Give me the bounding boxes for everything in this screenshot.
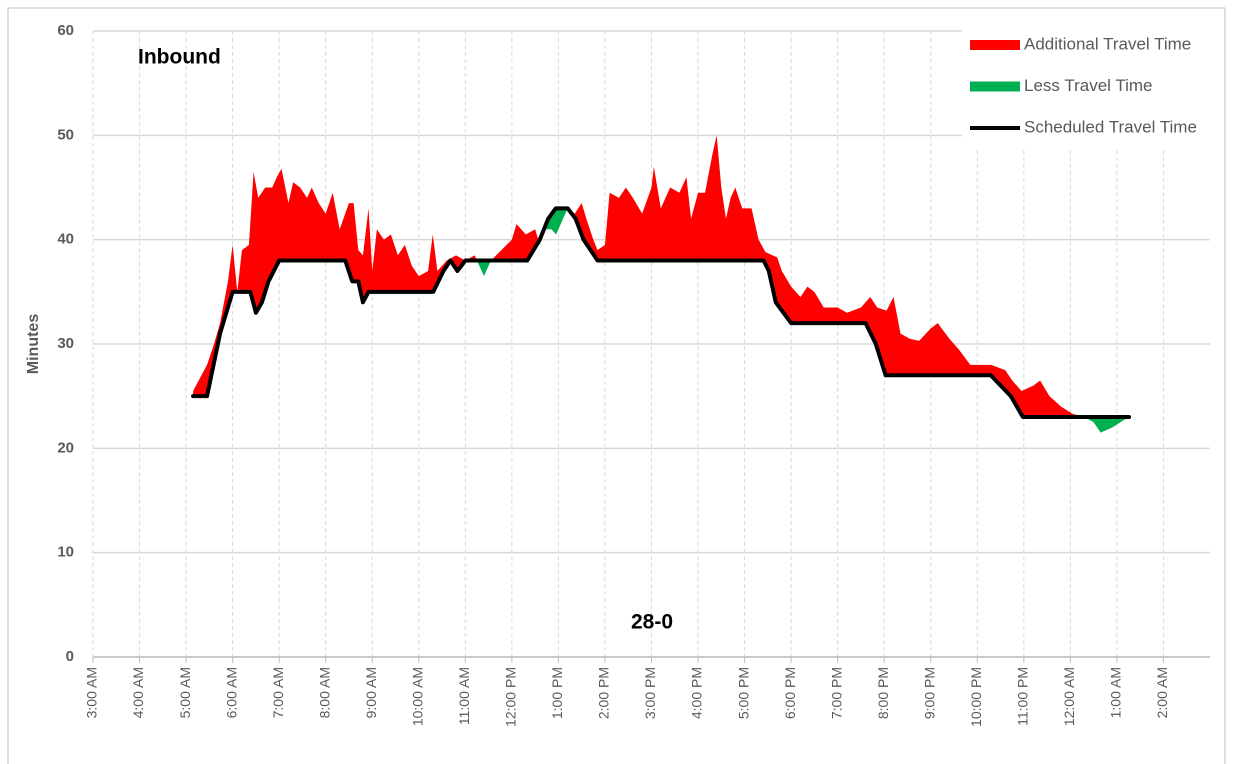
- x-tick-label: 8:00 AM: [316, 667, 332, 718]
- y-tick-label: 0: [66, 648, 74, 665]
- x-tick-label: 11:00 AM: [456, 667, 472, 725]
- y-tick-label: 10: [57, 544, 74, 561]
- y-tick-label: 60: [57, 22, 74, 39]
- annotation: Inbound: [138, 46, 221, 69]
- x-tick-label: 4:00 AM: [130, 667, 146, 718]
- legend-swatch: [970, 81, 1020, 92]
- x-tick-label: 4:00 PM: [689, 667, 705, 719]
- x-tick-label: 5:00 AM: [177, 667, 193, 718]
- x-tick-label: 1:00 PM: [549, 667, 565, 719]
- x-tick-label: 5:00 PM: [735, 667, 751, 719]
- legend-label: Less Travel Time: [1024, 76, 1153, 95]
- y-tick-label: 40: [57, 231, 74, 248]
- legend-swatch: [970, 40, 1020, 50]
- x-tick-label: 7:00 AM: [270, 667, 286, 718]
- x-tick-label: 8:00 PM: [875, 667, 891, 719]
- x-tick-label: 12:00 PM: [503, 667, 519, 727]
- x-tick-label: 11:00 PM: [1015, 667, 1031, 726]
- x-tick-label: 3:00 PM: [642, 667, 658, 719]
- annotation: 28-0: [631, 611, 673, 634]
- x-tick-label: 7:00 PM: [828, 667, 844, 719]
- legend-label: Scheduled Travel Time: [1024, 117, 1197, 136]
- x-tick-label: 6:00 AM: [223, 667, 239, 718]
- x-tick-label: 2:00 AM: [1154, 667, 1170, 718]
- y-axis-title: Minutes: [25, 314, 42, 375]
- x-tick-label: 2:00 PM: [596, 667, 612, 719]
- x-tick-label: 3:00 AM: [84, 667, 100, 718]
- x-tick-label: 6:00 PM: [782, 667, 798, 719]
- line: [191, 206, 1132, 420]
- x-tick-label: 9:00 AM: [363, 667, 379, 718]
- x-tick-label: 10:00 PM: [968, 667, 984, 727]
- y-tick-label: 20: [57, 439, 74, 456]
- x-tick-label: 12:00 AM: [1061, 667, 1077, 726]
- y-tick-label: 30: [57, 335, 74, 352]
- x-tick-label: 10:00 AM: [409, 667, 425, 726]
- y-tick-label: 50: [57, 126, 74, 143]
- x-tick-label: 1:00 AM: [1108, 667, 1124, 718]
- x-tick-label: 9:00 PM: [921, 667, 937, 719]
- legend: Additional Travel Time Less Travel Time Sc…: [962, 25, 1220, 147]
- legend-label: Additional Travel Time: [1024, 34, 1191, 53]
